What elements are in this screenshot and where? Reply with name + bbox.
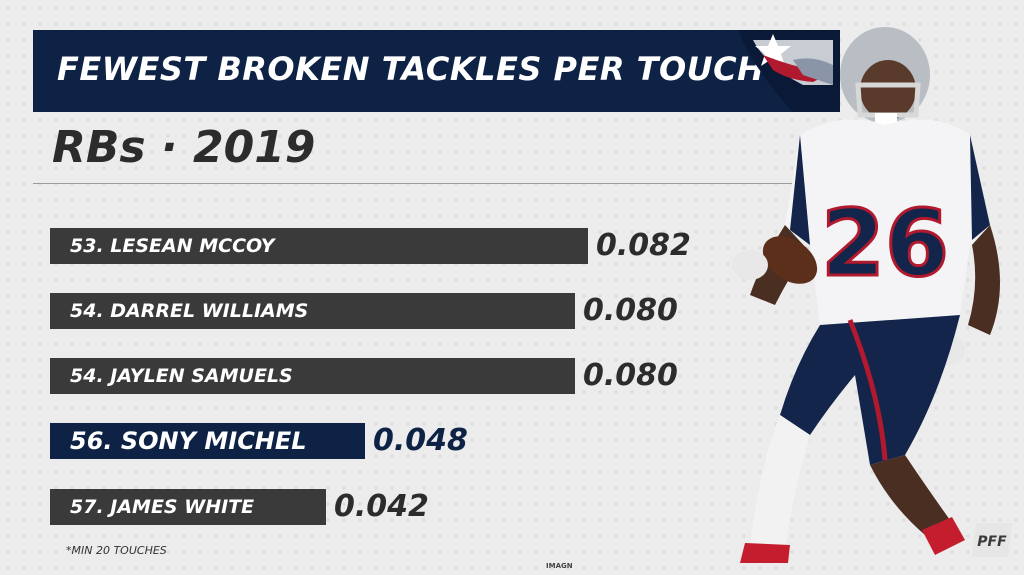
svg-text:26: 26 bbox=[821, 190, 949, 297]
bar-value-label: 0.080 bbox=[583, 358, 678, 393]
bar: 53. LESEAN MCCOY bbox=[50, 228, 588, 264]
svg-text:PFF: PFF bbox=[977, 534, 1007, 550]
bar-value-label: 0.042 bbox=[334, 489, 429, 524]
bar: 54. JAYLEN SAMUELS bbox=[50, 358, 575, 394]
bar-label: 54. JAYLEN SAMUELS bbox=[70, 365, 293, 387]
photo-credit: IMAGN bbox=[546, 562, 573, 570]
bar-value-label: 0.082 bbox=[596, 228, 691, 263]
bar-value-label: 0.048 bbox=[373, 423, 468, 458]
player-photo: 26 bbox=[732, 27, 1000, 563]
bar-label: 56. SONY MICHEL bbox=[70, 427, 307, 455]
bar: 56. SONY MICHEL bbox=[50, 423, 365, 459]
bar-label: 53. LESEAN MCCOY bbox=[70, 235, 275, 257]
chart-title: FEWEST BROKEN TACKLES PER TOUCH bbox=[57, 50, 765, 88]
patriots-logo-icon bbox=[738, 30, 840, 112]
bar-value-label: 0.080 bbox=[583, 293, 678, 328]
pff-logo-icon: PFF bbox=[972, 523, 1012, 557]
bar: 54. DARREL WILLIAMS bbox=[50, 293, 575, 329]
bar-label: 57. JAMES WHITE bbox=[70, 496, 255, 518]
bar: 57. JAMES WHITE bbox=[50, 489, 326, 525]
divider bbox=[33, 183, 793, 184]
chart-subtitle: RBs · 2019 bbox=[52, 122, 316, 173]
footnote: *MIN 20 TOUCHES bbox=[66, 544, 167, 557]
bar-label: 54. DARREL WILLIAMS bbox=[70, 300, 309, 322]
title-banner: FEWEST BROKEN TACKLES PER TOUCH bbox=[33, 30, 840, 112]
